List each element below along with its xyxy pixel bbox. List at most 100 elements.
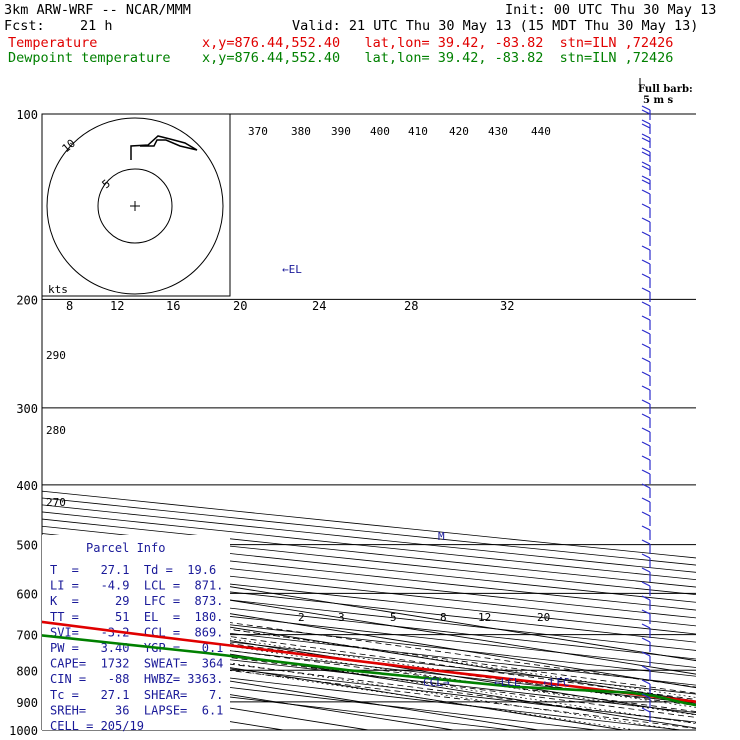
wind-barb-feather xyxy=(641,371,651,377)
hodo-tick-32: 32 xyxy=(500,299,514,313)
theta-label-440: 440 xyxy=(531,125,551,138)
pressure-label-1000: 1000 xyxy=(9,724,38,738)
header-model-title: 3km ARW-WRF -- NCAR/MMM xyxy=(4,2,191,18)
mixing-ratio-5 xyxy=(42,626,696,724)
legend-temperature-label: Temperature xyxy=(8,35,98,51)
barb-legend-value: 5 m s xyxy=(643,95,674,106)
theta-labels: 370 380 390 400 410 420 430 440 xyxy=(248,125,551,138)
header-forecast-hour: 21 h xyxy=(80,18,113,34)
mixing-ratio-2 xyxy=(42,641,636,730)
wind-barbs xyxy=(641,105,651,722)
mixing-ratio-label-12: 12 xyxy=(478,611,491,624)
moist-adiabat-lines xyxy=(42,596,696,729)
hodo-tick-12: 12 xyxy=(110,299,124,313)
hodograph-tick-row: 8 12 16 20 24 28 32 xyxy=(66,299,514,313)
wind-barb-feather xyxy=(641,581,651,587)
dry-adiabat-300 xyxy=(42,628,696,704)
theta-label-370: 370 xyxy=(248,125,268,138)
dry-adiabat-280 xyxy=(42,646,696,723)
legend-temperature-location: x,y=876.44,552.40 lat,lon= 39.42, -83.82… xyxy=(202,35,674,51)
wind-barb-feather xyxy=(641,609,651,615)
theta-e-label-290: 290 xyxy=(46,349,66,362)
hodo-tick-8: 8 xyxy=(66,299,73,313)
dewpoint-trace xyxy=(42,634,696,707)
parcel-info-row: Tc = 27.1 SHEAR= 7. xyxy=(50,688,223,702)
mixing-ratio-label-5: 5 xyxy=(390,611,397,624)
pressure-label-900: 900 xyxy=(16,696,38,710)
wind-barb-feather xyxy=(641,525,651,531)
theta-e-label-270: 270 xyxy=(46,496,66,509)
parcel-info-row: T = 27.1 Td = 19.6 xyxy=(50,563,216,577)
parcel-info-box: Parcel Info T = 27.1 Td = 19.6 LI = -4.9 … xyxy=(42,535,230,733)
dry-adiabat-400 xyxy=(42,548,696,619)
hodo-tick-16: 16 xyxy=(166,299,180,313)
moist-adiabat-25 xyxy=(42,610,696,700)
parcel-info-row: K = 29 LFC = 873. xyxy=(50,594,223,608)
hodo-tick-20: 20 xyxy=(233,299,247,313)
wind-barb-feather xyxy=(641,497,651,503)
mixing-ratio-label-20: 20 xyxy=(537,611,550,624)
wind-barb-feather xyxy=(641,651,651,657)
theta-label-400: 400 xyxy=(370,125,390,138)
wind-barb-feather xyxy=(641,217,651,223)
wind-barb-feather xyxy=(641,147,651,153)
dry-adiabat-450 xyxy=(42,511,696,581)
isotherm-40 xyxy=(42,569,696,675)
wind-barb-feather xyxy=(641,637,651,643)
mixing-ratio-20 xyxy=(42,601,696,698)
annotation-lfc: ←LFC xyxy=(543,676,570,689)
isotherm-20 xyxy=(42,596,696,702)
pressure-label-700: 700 xyxy=(16,629,38,643)
legend-dewpoint-label: Dewpoint temperature xyxy=(8,50,171,66)
wind-barb-feather xyxy=(641,623,651,629)
sounding-annotations: ←EL CCL→ ←LCL ←LFC M xyxy=(282,263,570,689)
parcel-info-row: LI = -4.9 LCL = 871. xyxy=(50,579,223,593)
dry-adiabat-410 xyxy=(42,540,696,611)
annotation-lcl: ←LCL xyxy=(494,676,521,689)
mixing-ratio-labels: 2 3 5 8 12 20 xyxy=(298,611,550,624)
theta-label-410: 410 xyxy=(408,125,428,138)
legend-dewpoint-location: x,y=876.44,552.40 lat,lon= 39.42, -83.82… xyxy=(202,50,674,66)
theta-label-420: 420 xyxy=(449,125,469,138)
hodo-tick-28: 28 xyxy=(404,299,418,313)
hodograph-ring-10 xyxy=(46,117,224,295)
dry-adiabat-420 xyxy=(42,533,696,603)
wind-barb-feather xyxy=(641,315,651,321)
dry-adiabat-270 xyxy=(42,655,682,730)
dry-adiabat-430 xyxy=(42,525,696,596)
pressure-axis-labels: 100 200 300 400 500 600 700 800 900 1000 xyxy=(9,108,38,738)
theta-label-390: 390 xyxy=(331,125,351,138)
dry-adiabat-440 xyxy=(42,518,696,588)
pressure-label-400: 400 xyxy=(16,479,38,493)
wind-barb-feather xyxy=(641,329,651,335)
wind-barb-feather xyxy=(641,119,651,125)
dry-adiabat-290 xyxy=(42,637,696,713)
wind-barb-feather xyxy=(641,553,651,559)
mixing-ratio-label-3: 3 xyxy=(338,611,345,624)
mixing-ratio-3 xyxy=(42,634,681,730)
pressure-label-500: 500 xyxy=(16,539,38,553)
parcel-info-row: TT = 51 EL = 180. xyxy=(50,610,223,624)
wind-barb-feather xyxy=(641,151,651,157)
wind-barb-feather xyxy=(641,595,651,601)
header-forecast-label: Fcst: xyxy=(4,18,45,34)
pressure-label-200: 200 xyxy=(16,293,38,307)
isotherm-30 xyxy=(42,583,696,689)
wind-barb-feather xyxy=(641,231,651,237)
theta-label-430: 430 xyxy=(488,125,508,138)
wind-barb-feather xyxy=(641,665,651,671)
wind-barb-feather xyxy=(641,105,651,111)
wind-barb-feather xyxy=(641,179,651,185)
theta-label-380: 380 xyxy=(291,125,311,138)
moist-adiabat-15 xyxy=(42,625,696,712)
wind-barb-feather xyxy=(641,343,651,349)
moist-adiabat-30 xyxy=(42,603,696,694)
mixing-ratio-label-8: 8 xyxy=(440,611,447,624)
mixing-ratio-label-2: 2 xyxy=(298,611,305,624)
header-init-time: Init: 00 UTC Thu 30 May 13 xyxy=(505,2,717,18)
isotherm-50 xyxy=(42,556,696,662)
wind-barb-feather xyxy=(641,161,651,167)
wind-barb-feather xyxy=(641,287,651,293)
wind-barb-feather xyxy=(641,511,651,517)
wind-barb-feather xyxy=(641,203,651,209)
